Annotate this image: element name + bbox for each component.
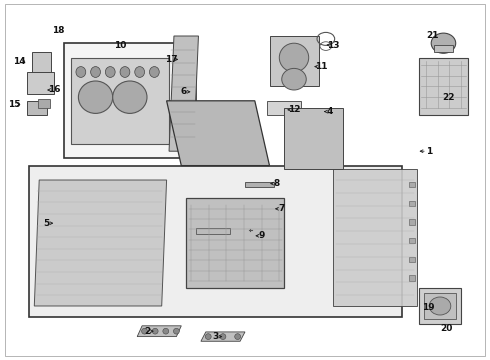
Bar — [71, 58, 169, 144]
Polygon shape — [284, 108, 343, 169]
Ellipse shape — [91, 67, 100, 77]
Ellipse shape — [173, 328, 179, 334]
Text: 3: 3 — [213, 332, 219, 341]
Ellipse shape — [78, 81, 113, 113]
Ellipse shape — [149, 67, 159, 77]
Text: 14: 14 — [13, 57, 26, 66]
Ellipse shape — [282, 68, 306, 90]
Bar — [270, 36, 318, 86]
Ellipse shape — [105, 67, 115, 77]
Text: 1: 1 — [426, 147, 432, 156]
Polygon shape — [167, 101, 270, 166]
Polygon shape — [137, 326, 181, 337]
Text: 2: 2 — [144, 327, 150, 336]
Text: 13: 13 — [327, 40, 340, 49]
Text: 12: 12 — [288, 105, 300, 114]
Bar — [419, 288, 461, 324]
Ellipse shape — [142, 328, 147, 334]
Polygon shape — [333, 169, 416, 306]
Ellipse shape — [235, 334, 241, 339]
Ellipse shape — [76, 67, 86, 77]
Bar — [235, 202, 270, 209]
Polygon shape — [34, 180, 167, 306]
Ellipse shape — [220, 334, 226, 339]
Bar — [196, 228, 230, 234]
Bar — [409, 219, 415, 225]
Polygon shape — [201, 332, 245, 341]
Bar — [186, 198, 284, 288]
Text: 7: 7 — [278, 204, 285, 213]
Bar — [409, 257, 415, 262]
Text: 18: 18 — [51, 26, 64, 35]
Text: 19: 19 — [422, 303, 435, 312]
Text: 6: 6 — [181, 87, 187, 96]
Bar — [424, 293, 456, 319]
Text: 9: 9 — [259, 231, 266, 240]
Bar — [434, 45, 453, 52]
Text: 21: 21 — [426, 31, 439, 40]
Bar — [38, 99, 50, 108]
Text: 8: 8 — [274, 179, 280, 188]
Ellipse shape — [120, 67, 130, 77]
Bar — [27, 72, 54, 94]
Bar — [409, 275, 415, 281]
Text: 16: 16 — [48, 85, 60, 94]
Ellipse shape — [431, 33, 456, 53]
Polygon shape — [169, 36, 198, 151]
Ellipse shape — [279, 43, 309, 72]
Bar — [32, 52, 51, 72]
Text: 20: 20 — [441, 324, 453, 333]
Ellipse shape — [135, 67, 145, 77]
Ellipse shape — [429, 297, 451, 315]
Text: 5: 5 — [44, 219, 49, 228]
Text: 4: 4 — [326, 107, 333, 116]
Ellipse shape — [163, 328, 169, 334]
Bar — [409, 238, 415, 243]
Polygon shape — [267, 101, 301, 115]
Bar — [245, 182, 274, 187]
Text: 15: 15 — [8, 100, 21, 109]
Ellipse shape — [244, 225, 256, 235]
Text: 10: 10 — [114, 40, 126, 49]
Bar — [64, 43, 196, 158]
Ellipse shape — [152, 328, 158, 334]
Text: 11: 11 — [315, 62, 327, 71]
Ellipse shape — [241, 209, 249, 216]
Ellipse shape — [113, 81, 147, 113]
Bar — [409, 182, 415, 187]
Bar — [27, 101, 47, 115]
Bar — [29, 166, 402, 317]
Ellipse shape — [205, 334, 211, 339]
Bar — [409, 201, 415, 206]
Bar — [419, 58, 468, 115]
Text: 17: 17 — [165, 55, 178, 64]
Text: 22: 22 — [442, 93, 455, 102]
